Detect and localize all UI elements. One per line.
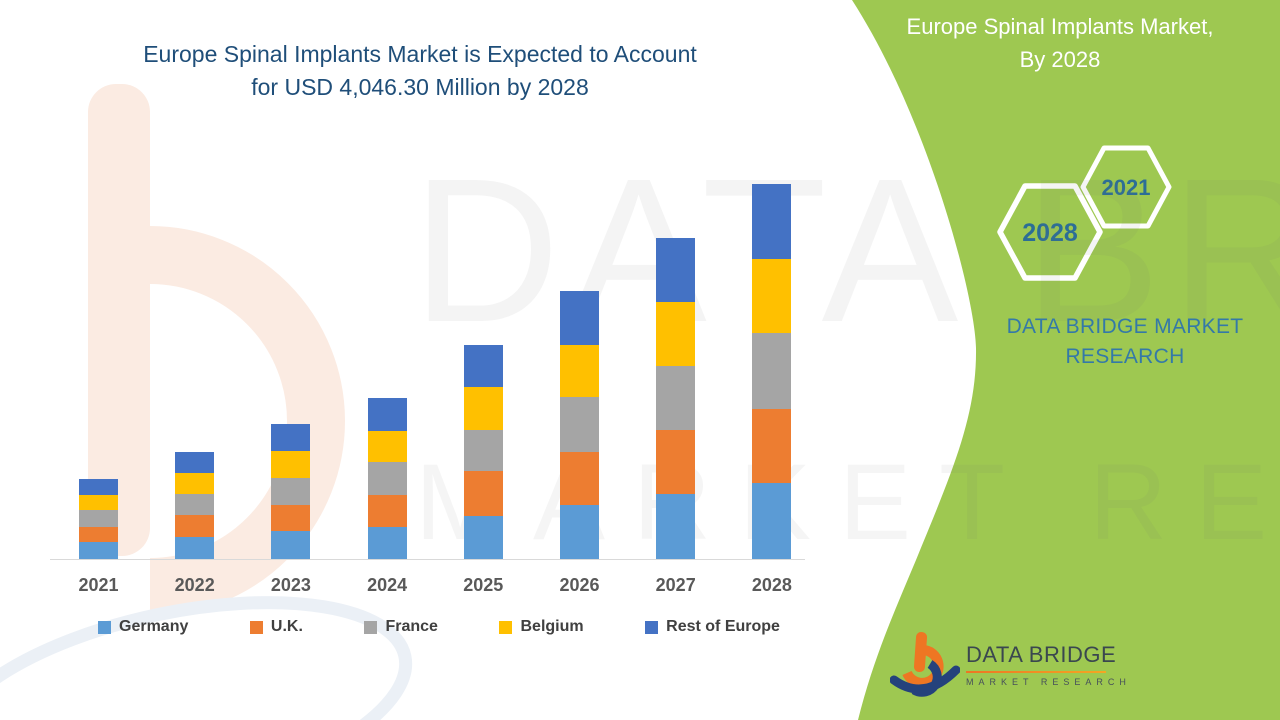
side-panel-brand-line1: DATA BRIDGE MARKET <box>1006 315 1244 338</box>
bar-segment-2025-rest-of-europe <box>463 344 503 388</box>
legend-item-rest-of-europe: Rest of Europe <box>645 618 780 636</box>
bar-2024 <box>367 397 407 559</box>
bar-segment-2023-france <box>271 478 311 506</box>
bar-segment-2027-belgium <box>656 302 696 366</box>
legend-swatch-icon <box>645 620 659 634</box>
bar-segment-2027-france <box>656 365 696 431</box>
bar-segment-2022-rest-of-europe <box>175 451 215 473</box>
x-axis-label-2021: 2021 <box>78 575 119 595</box>
x-axis-label-2028: 2028 <box>751 575 792 595</box>
legend-item-u-k-: U.K. <box>249 618 303 636</box>
legend-label: U.K. <box>270 618 303 635</box>
bar-segment-2023-u-k- <box>271 505 311 532</box>
legend-swatch-icon <box>249 620 263 634</box>
bar-segment-2026-u-k- <box>560 451 599 505</box>
side-panel-brand-line2: RESEARCH <box>1065 345 1185 368</box>
bar-segment-2024-germany <box>367 527 407 559</box>
bar-2026 <box>560 291 599 559</box>
bar-segment-2025-germany <box>463 515 503 559</box>
legend-item-france: France <box>364 618 438 636</box>
legend-swatch-icon <box>499 620 513 634</box>
bar-segment-2022-germany <box>175 537 215 559</box>
side-panel-title: Europe Spinal Implants Market, By 2028 <box>860 10 1260 76</box>
legend-label: France <box>385 618 438 635</box>
bar-segment-2024-belgium <box>367 430 407 462</box>
legend-swatch-icon <box>98 620 111 634</box>
bar-segment-2028-rest-of-europe <box>752 184 792 260</box>
x-axis-label-2022: 2022 <box>174 575 215 595</box>
legend-swatch-icon <box>364 620 378 634</box>
bar-2028 <box>752 184 792 559</box>
bar-segment-2023-germany <box>271 531 311 559</box>
bar-2021 <box>79 478 118 559</box>
legend-label: Belgium <box>520 618 584 635</box>
legend-label: Germany <box>119 618 189 635</box>
logo-subtitle: MARKET RESEARCH <box>966 677 1131 687</box>
x-axis-label-2025: 2025 <box>463 575 504 595</box>
logo-name: DATA BRIDGE <box>966 642 1117 667</box>
legend-label: Rest of Europe <box>666 618 780 635</box>
bar-segment-2024-rest-of-europe <box>367 397 407 431</box>
bar-segment-2028-france <box>752 333 792 409</box>
bar-segment-2026-rest-of-europe <box>560 291 599 346</box>
bar-segment-2026-germany <box>560 504 599 559</box>
side-panel-brand-text: DATA BRIDGE MARKET RESEARCH <box>990 312 1260 372</box>
logo-underline <box>966 671 1106 673</box>
bar-segment-2022-u-k- <box>175 515 215 538</box>
page-title-line1: Europe Spinal Implants Market is Expecte… <box>143 41 697 67</box>
stacked-bar-chart: 2021 2022 2023 2024 2025 2026 2027 2028 <box>50 160 805 595</box>
hexagon-2021-outline <box>1080 145 1172 229</box>
bar-segment-2027-germany <box>656 494 696 559</box>
legend-item-germany: Germany <box>98 618 188 636</box>
bar-segment-2023-rest-of-europe <box>271 424 311 451</box>
legend-item-belgium: Belgium <box>499 618 584 636</box>
bar-segment-2025-france <box>463 430 503 472</box>
bar-segment-2021-u-k- <box>79 527 118 543</box>
data-bridge-logo: DATA BRIDGE MARKET RESEARCH <box>890 628 1131 706</box>
x-axis-label-2026: 2026 <box>559 575 600 595</box>
bar-segment-2028-u-k- <box>752 408 792 484</box>
bar-segment-2021-france <box>79 509 118 528</box>
bar-segment-2022-belgium <box>175 472 215 495</box>
data-bridge-b-icon <box>890 632 960 697</box>
bar-segment-2021-belgium <box>79 494 118 510</box>
bar-segment-2022-france <box>175 494 215 516</box>
chart-legend: Germany U.K. France Belgium Rest of Europe <box>98 618 780 636</box>
bar-segment-2021-germany <box>79 542 118 559</box>
x-axis-label-2027: 2027 <box>655 575 696 595</box>
bar-2022 <box>175 451 215 559</box>
bar-2027 <box>656 237 696 559</box>
bar-segment-2026-belgium <box>560 345 599 398</box>
page-title: Europe Spinal Implants Market is Expecte… <box>0 38 840 104</box>
bar-segment-2024-france <box>367 461 407 496</box>
x-axis-label-2024: 2024 <box>367 575 408 595</box>
bar-2023 <box>271 424 311 559</box>
hexagon-2028-label: 2028 <box>1022 219 1078 247</box>
side-panel-title-line1: Europe Spinal Implants Market, <box>906 14 1214 39</box>
bar-segment-2028-germany <box>752 483 792 559</box>
bar-segment-2025-belgium <box>463 387 503 431</box>
bar-segment-2025-u-k- <box>463 471 503 516</box>
x-axis-label-2023: 2023 <box>270 575 311 595</box>
bar-segment-2027-u-k- <box>656 430 696 495</box>
hexagon-2028-outline <box>997 183 1103 281</box>
side-panel-title-line2: By 2028 <box>1019 47 1101 72</box>
bar-segment-2023-belgium <box>271 450 311 479</box>
bar-segment-2021-rest-of-europe <box>79 478 118 495</box>
bar-segment-2027-rest-of-europe <box>656 237 696 303</box>
bar-2025 <box>463 344 503 559</box>
page-title-line2: for USD 4,046.30 Million by 2028 <box>251 74 589 100</box>
hexagon-2021-label: 2021 <box>1102 175 1151 200</box>
bar-segment-2024-u-k- <box>367 495 407 527</box>
bar-segment-2028-belgium <box>752 259 792 334</box>
watermark-market-research-text: MARKET RESEARCH <box>415 441 1280 562</box>
watermark-data-bridge-text: DATA BRIDGE <box>412 136 1280 365</box>
bar-segment-2026-france <box>560 397 599 452</box>
